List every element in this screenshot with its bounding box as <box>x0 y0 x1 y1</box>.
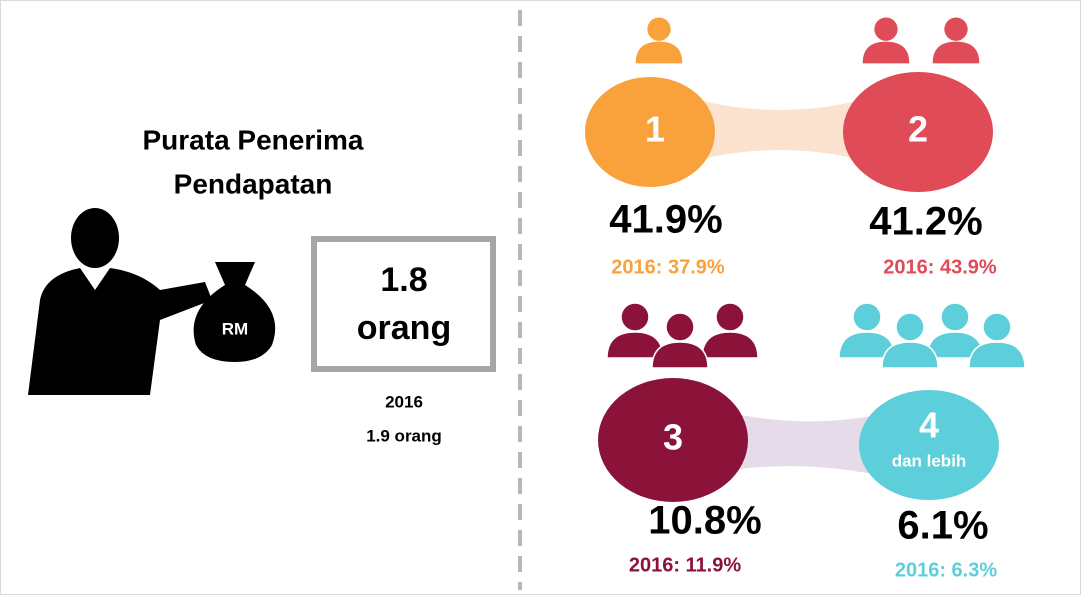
group-number: 4 <box>919 405 939 446</box>
group-number: 3 <box>663 417 683 458</box>
previous-value: 1.9 orang <box>366 426 442 445</box>
bag-label: RM <box>222 319 248 338</box>
group-note: dan lebih <box>892 451 967 470</box>
previous: 2016: 6.3% <box>895 559 998 581</box>
infographic: Purata Penerima Pendapatan RM 1.8 orang … <box>0 0 1081 595</box>
percent: 10.8% <box>648 499 761 543</box>
percent: 6.1% <box>897 504 988 548</box>
value-box <box>314 239 493 369</box>
previous: 2016: 11.9% <box>629 554 742 576</box>
people-icon <box>607 303 758 368</box>
group-number: 2 <box>908 109 928 150</box>
title: Purata Penerima <box>143 124 364 155</box>
value: 1.8 <box>380 261 427 299</box>
unit: orang <box>357 309 451 347</box>
percent: 41.2% <box>869 200 982 244</box>
percent: 41.9% <box>609 198 722 242</box>
group-number: 1 <box>645 109 665 150</box>
previous: 2016: 37.9% <box>611 256 725 278</box>
previous-year: 2016 <box>385 392 423 411</box>
title: Pendapatan <box>174 168 333 199</box>
previous: 2016: 43.9% <box>883 256 997 278</box>
